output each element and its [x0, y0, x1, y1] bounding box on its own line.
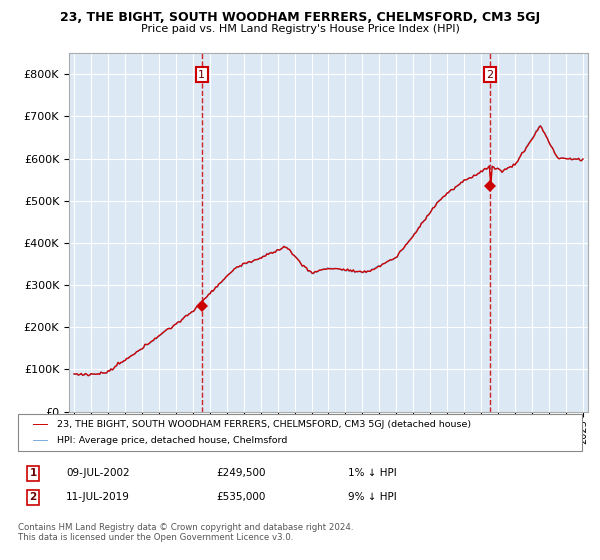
Text: £535,000: £535,000 — [216, 492, 265, 502]
Text: 1: 1 — [29, 468, 37, 478]
Text: 1% ↓ HPI: 1% ↓ HPI — [348, 468, 397, 478]
Text: ——: —— — [33, 434, 48, 447]
Text: 09-JUL-2002: 09-JUL-2002 — [66, 468, 130, 478]
Text: 23, THE BIGHT, SOUTH WOODHAM FERRERS, CHELMSFORD, CM3 5GJ (detached house): 23, THE BIGHT, SOUTH WOODHAM FERRERS, CH… — [57, 420, 471, 429]
Text: Contains HM Land Registry data © Crown copyright and database right 2024.: Contains HM Land Registry data © Crown c… — [18, 523, 353, 532]
Text: Price paid vs. HM Land Registry's House Price Index (HPI): Price paid vs. HM Land Registry's House … — [140, 24, 460, 34]
Text: 9% ↓ HPI: 9% ↓ HPI — [348, 492, 397, 502]
Text: 1: 1 — [199, 69, 205, 80]
Text: This data is licensed under the Open Government Licence v3.0.: This data is licensed under the Open Gov… — [18, 533, 293, 542]
Text: HPI: Average price, detached house, Chelmsford: HPI: Average price, detached house, Chel… — [57, 436, 287, 445]
Text: 2: 2 — [29, 492, 37, 502]
Text: 11-JUL-2019: 11-JUL-2019 — [66, 492, 130, 502]
Text: 23, THE BIGHT, SOUTH WOODHAM FERRERS, CHELMSFORD, CM3 5GJ: 23, THE BIGHT, SOUTH WOODHAM FERRERS, CH… — [60, 11, 540, 24]
Text: £249,500: £249,500 — [216, 468, 265, 478]
Text: ——: —— — [33, 418, 48, 431]
Text: 2: 2 — [487, 69, 494, 80]
